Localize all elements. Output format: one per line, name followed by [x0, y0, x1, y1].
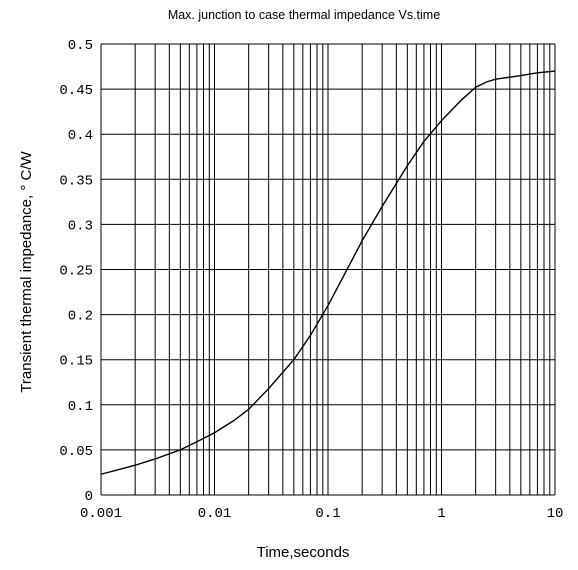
y-tick-label: 0.35: [59, 173, 93, 189]
x-tick-label: 10: [547, 506, 564, 522]
y-tick-label: 0.5: [68, 38, 93, 54]
y-tick-label: 0.05: [59, 444, 93, 460]
x-tick-label: 0.01: [198, 506, 232, 522]
series-line: [100, 70, 556, 475]
x-tick-label: 0.001: [80, 506, 122, 522]
y-tick-label: 0.4: [68, 128, 93, 144]
grid: [100, 43, 556, 496]
y-tick-label: 0.25: [59, 264, 93, 280]
y-axis-label: Transient thermal impedance, ° C/W: [18, 150, 35, 392]
y-tick-label: 0.15: [59, 354, 93, 370]
x-tick-label: 1: [437, 506, 445, 522]
tick-labels: 0 0.05 0.1 0.15 0.2 0.25 0.3 0.35 0.4 0.45 0.5 0.00…: [59, 38, 563, 522]
x-axis-label: Time,seconds: [257, 544, 350, 561]
y-tick-label: 0.45: [59, 83, 93, 99]
y-tick-label: 0.3: [68, 218, 93, 234]
x-tick-label: 0.1: [315, 506, 340, 522]
series-layer: [100, 70, 556, 475]
y-tick-label: 0: [85, 489, 93, 505]
chart-title: Max. junction to case thermal impedance …: [168, 8, 440, 22]
y-tick-label: 0.2: [68, 309, 93, 325]
y-tick-label: 0.1: [68, 399, 93, 415]
